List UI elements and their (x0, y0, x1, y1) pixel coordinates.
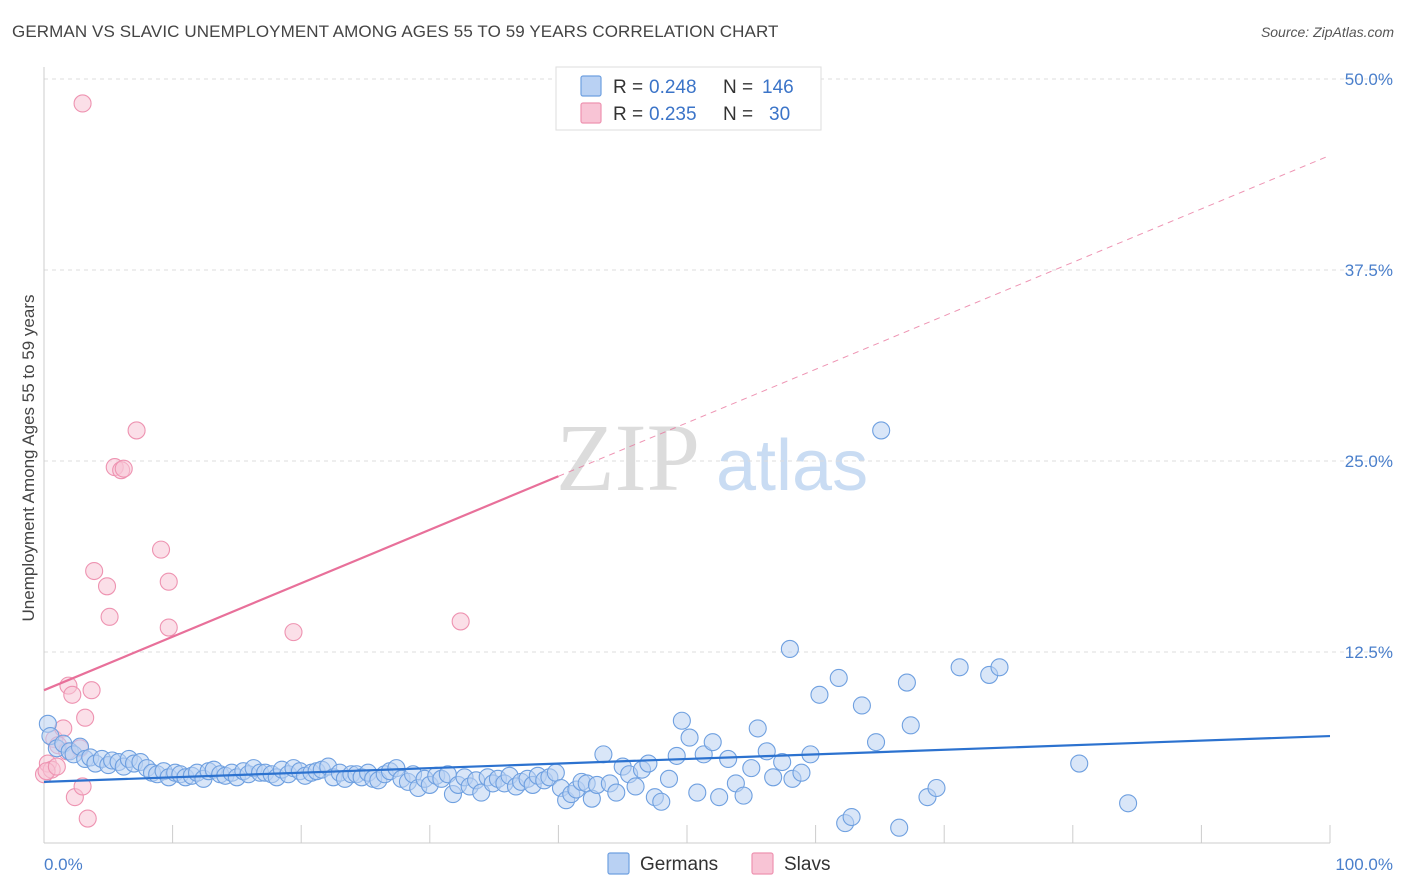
slavs-point-14 (82, 681, 101, 700)
germans-point-115 (703, 733, 722, 752)
slavs-point-13 (78, 809, 97, 828)
germans-trend-line (43, 734, 1331, 783)
slavs-point-22 (151, 540, 171, 559)
slavs-point-23 (159, 572, 178, 591)
germans-point-111 (672, 711, 691, 730)
legend-swatch-germans (580, 75, 602, 97)
y-tick-label-2: 37.5% (1345, 261, 1393, 280)
chart-source: Source: ZipAtlas.com (1260, 24, 1394, 40)
slavs-point-17 (100, 607, 119, 626)
germans-point-90 (546, 763, 565, 782)
germans-point-112 (680, 728, 699, 747)
series-legend-swatch-germans (607, 852, 630, 875)
slavs-trend-line (43, 475, 559, 692)
legend-n-label-slavs: N = (723, 104, 753, 125)
germans-point-137 (897, 673, 916, 692)
germans-point-101 (607, 783, 626, 802)
slavs-point-25 (284, 623, 303, 642)
germans-point-140 (927, 778, 946, 798)
watermark-zip: ZIP (556, 404, 700, 511)
germans-point-109 (659, 769, 679, 788)
series-legend-germans: Germans (640, 854, 718, 875)
slavs-point-21 (127, 421, 146, 440)
germans-point-145 (1119, 794, 1138, 813)
legend-r-value-slavs: 0.235 (649, 104, 697, 125)
legend-r-value-germans: 0.248 (649, 77, 697, 98)
slavs-point-16 (97, 577, 117, 596)
germans-point-132 (842, 807, 861, 827)
series-legend-slavs: Slavs (784, 854, 830, 875)
germans-point-143 (990, 658, 1009, 677)
germans-point-136 (890, 818, 909, 837)
axes (43, 67, 1331, 844)
germans-point-99 (594, 745, 613, 764)
legend-n-label-germans: N = (723, 77, 753, 98)
stats-legend: R = 0.248 N = 146 R = 0.235 N = 30 (555, 66, 822, 131)
germans-point-135 (872, 421, 891, 440)
y-tick-labels: 12.5% 25.0% 37.5% 50.0% (1345, 70, 1393, 662)
slavs-point-24 (159, 618, 178, 637)
slavs-point-27 (73, 94, 92, 113)
slavs-point-11 (73, 777, 92, 796)
slavs-point-20 (114, 459, 133, 478)
germans-point-133 (852, 696, 871, 715)
germans-point-124 (773, 752, 792, 772)
slavs-point-15 (85, 561, 104, 581)
legend-n-value-slavs: 30 (769, 104, 790, 125)
x-tick-label-min: 0.0% (44, 855, 83, 874)
slavs-trend-extension (558, 154, 1331, 477)
slavs-point-12 (76, 708, 95, 727)
y-tick-label-1: 25.0% (1345, 452, 1393, 471)
chart-title: GERMAN VS SLAVIC UNEMPLOYMENT AMONG AGES… (12, 22, 779, 41)
y-tick-label-3: 50.0% (1345, 70, 1393, 89)
legend-r-label-germans: R = (613, 77, 643, 98)
germans-point-121 (748, 719, 767, 738)
germans-point-123 (764, 768, 783, 787)
germans-point-110 (667, 746, 686, 765)
germans-point-119 (734, 786, 753, 805)
germans-point-141 (950, 658, 969, 677)
germans-point-130 (829, 668, 848, 688)
germans-point-138 (901, 716, 920, 735)
germans-point-120 (742, 759, 761, 778)
x-tick-label-max: 100.0% (1335, 855, 1393, 874)
slavs-point-8 (63, 685, 82, 704)
germans-point-117 (719, 749, 738, 769)
germans-point-125 (780, 639, 799, 658)
y-axis-label: Unemployment Among Ages 55 to 59 years (19, 295, 38, 622)
legend-r-label-slavs: R = (613, 104, 643, 125)
germans-point-144 (1070, 754, 1089, 773)
series-legend-swatch-slavs (751, 852, 774, 875)
germans-point-129 (810, 685, 829, 704)
series-legend: Germans Slavs (607, 852, 830, 875)
germans-point-108 (652, 792, 671, 811)
y-tick-label-0: 12.5% (1345, 643, 1393, 662)
slavs-point-26 (451, 612, 470, 631)
germans-point-134 (866, 733, 886, 752)
trend-lines (43, 154, 1331, 783)
slavs-point-29 (47, 757, 66, 776)
legend-n-value-germans: 146 (762, 77, 794, 98)
germans-point-104 (626, 777, 645, 796)
germans-point-127 (792, 763, 811, 782)
germans-point-116 (710, 788, 729, 807)
germans-point-113 (688, 783, 707, 802)
legend-swatch-slavs (580, 102, 602, 124)
watermark-atlas: atlas (716, 426, 868, 506)
grid-lines (44, 78, 1393, 653)
germans-point-106 (639, 754, 658, 773)
